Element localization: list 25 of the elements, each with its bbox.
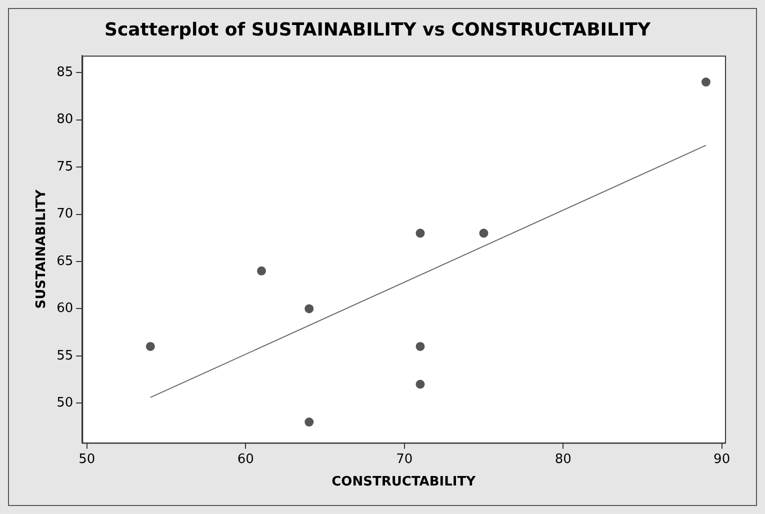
y-tick-label: 55 <box>56 348 74 364</box>
point <box>146 342 155 351</box>
point <box>416 228 425 238</box>
point <box>479 228 488 238</box>
point <box>416 380 425 389</box>
y-tick-label: 70 <box>56 206 74 222</box>
point <box>304 418 314 427</box>
x-tick-label: 80 <box>554 452 572 467</box>
y-tick-label: 65 <box>56 254 74 269</box>
y-tick-label: 60 <box>56 301 74 316</box>
x-tick-label: 90 <box>714 452 730 467</box>
y-tick-label: 50 <box>56 396 74 411</box>
point <box>304 304 314 314</box>
point <box>416 342 425 351</box>
y-axis-title: SUSTAINABILITY <box>34 189 50 309</box>
point <box>701 78 710 87</box>
x-tick-label: 60 <box>237 452 254 467</box>
chart-title: Scatterplot of SUSTAINABILITY vs CONSTRUCTABILITY <box>104 19 652 40</box>
x-tick-label: 70 <box>396 452 413 467</box>
y-tick-label: 80 <box>56 112 74 128</box>
x-axis-title: CONSTRUCTABILITY <box>332 474 476 490</box>
y-tick-label: 85 <box>56 64 74 80</box>
y-tick-label: 75 <box>56 159 74 174</box>
x-tick-label: 50 <box>78 452 96 467</box>
point <box>257 266 266 276</box>
